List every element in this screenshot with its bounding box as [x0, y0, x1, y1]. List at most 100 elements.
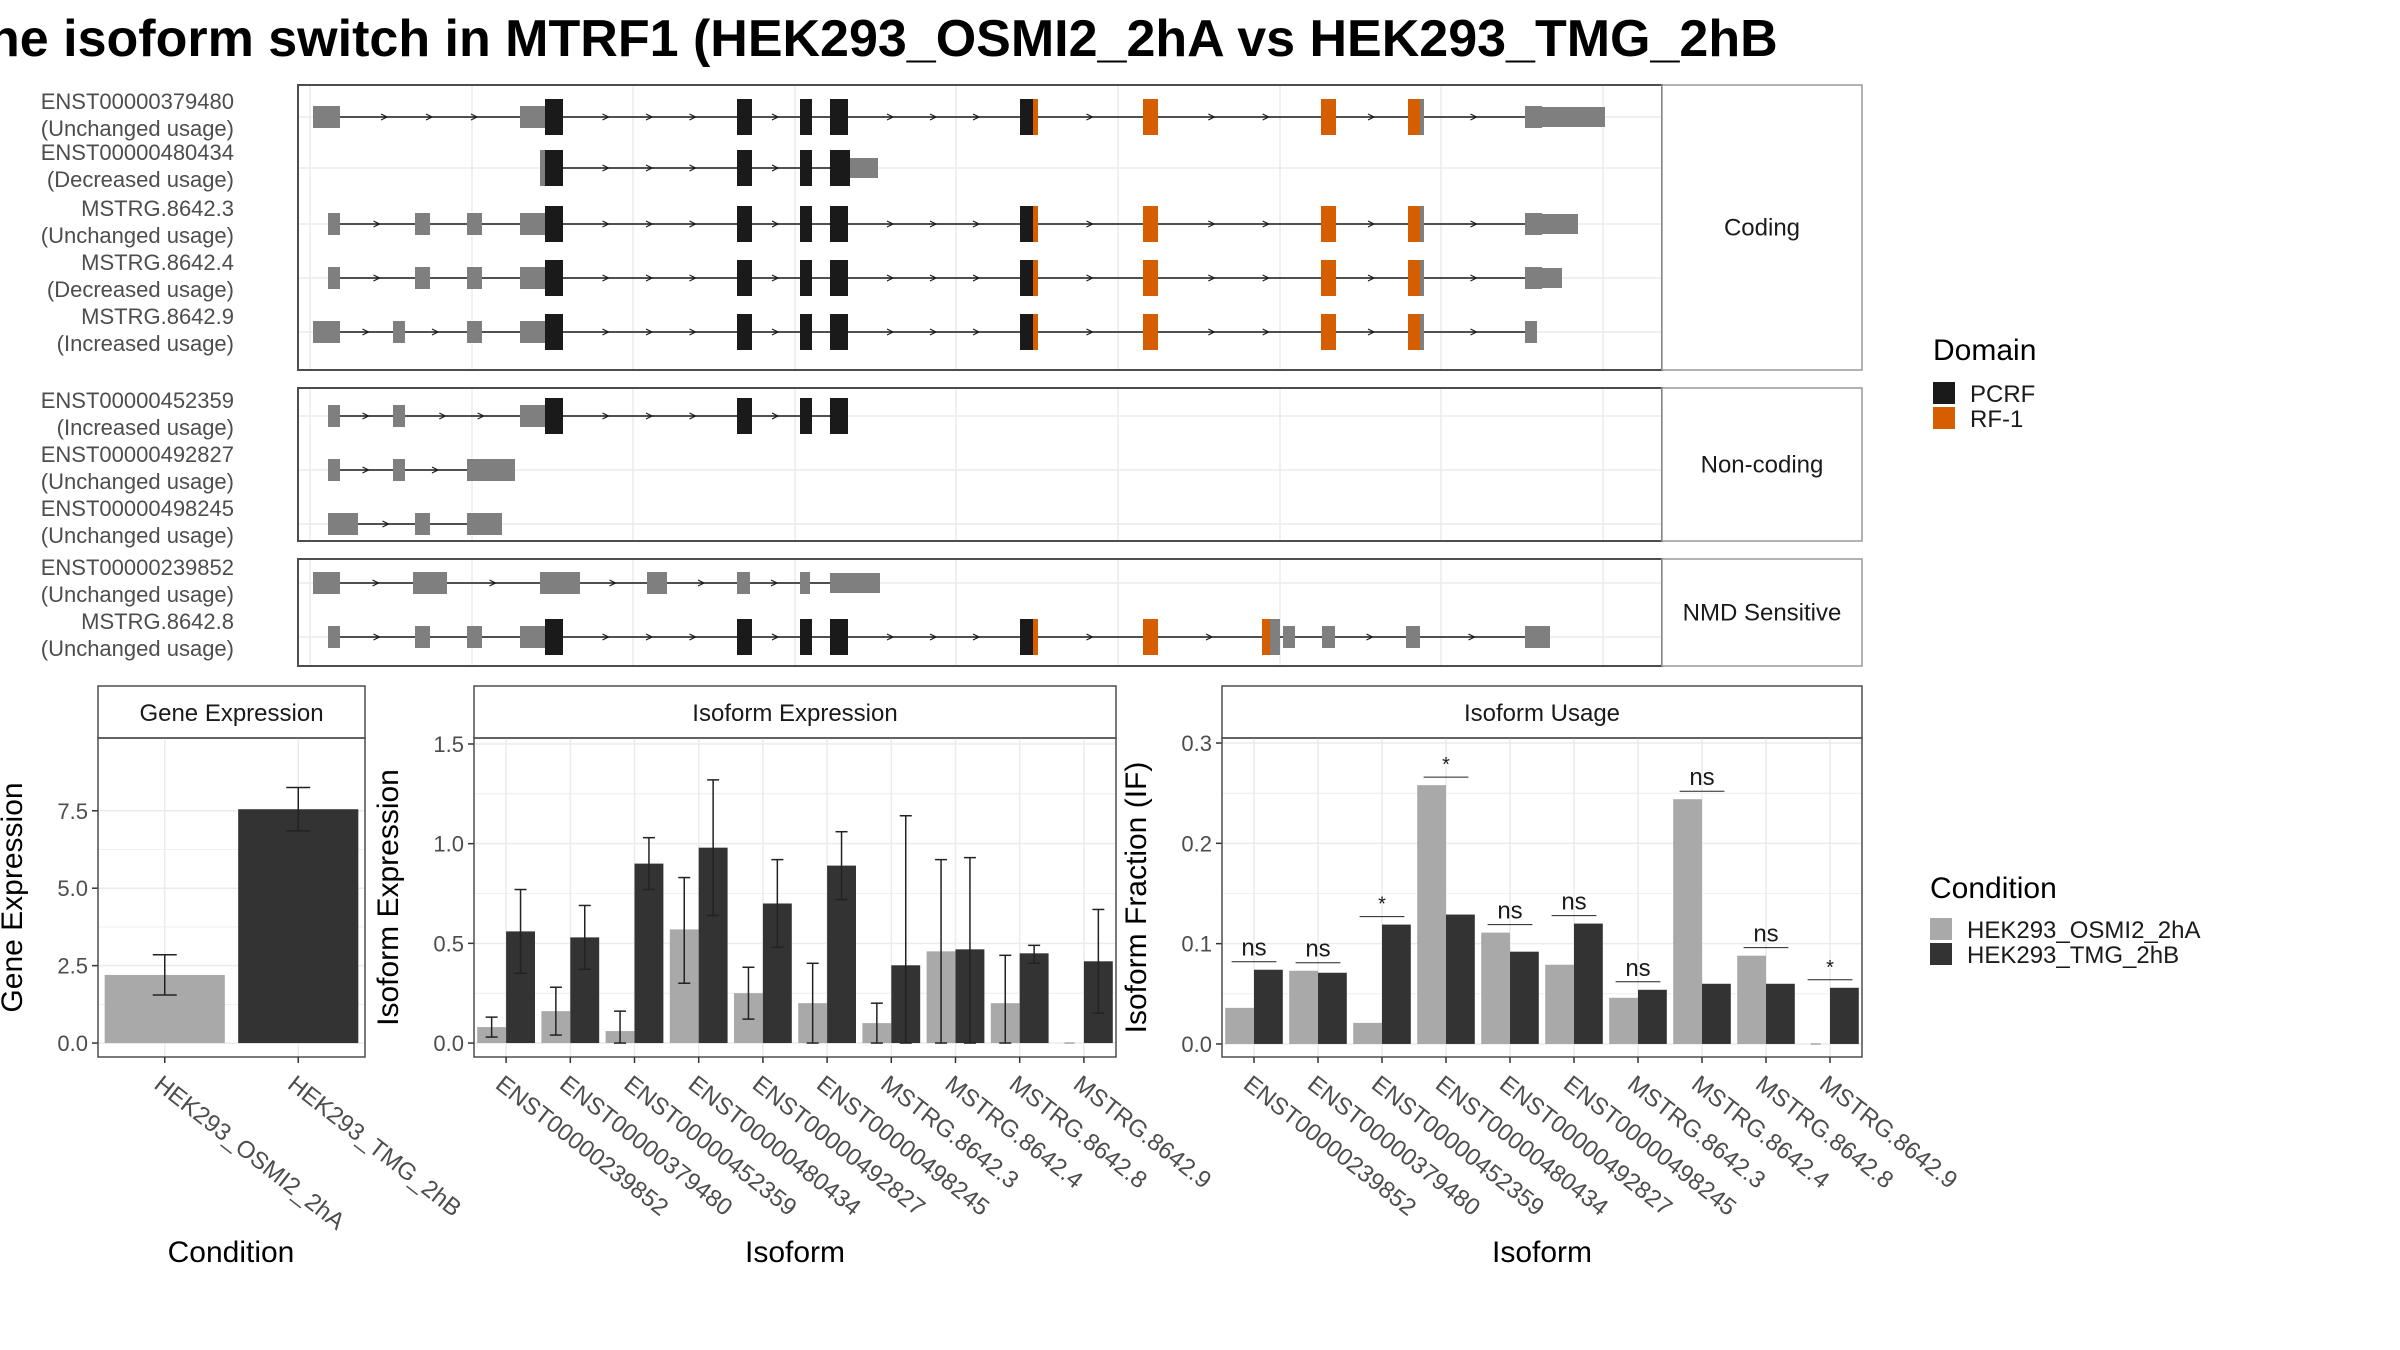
rf1-domain-exon: [1143, 206, 1158, 242]
significance-label: ns: [1689, 764, 1714, 791]
pcrf-domain-exon: [545, 206, 563, 242]
y-axis-label: Isoform Expression: [372, 769, 405, 1026]
transcript-usage-status: (Unchanged usage): [41, 469, 234, 494]
intron-direction-arrow: [886, 274, 895, 282]
pcrf-domain-exon: [545, 314, 563, 350]
intron-direction-arrow: [689, 220, 697, 228]
tmg-legend-label: HEK293_TMG_2hB: [1967, 942, 2179, 969]
exon: [1406, 626, 1420, 648]
x-axis-label: Isoform: [745, 1236, 845, 1269]
bar-HEK293_OSMI2_2hA-ENST00000239852: [1225, 1007, 1254, 1044]
intron-direction-arrow: [689, 164, 697, 172]
rf1-domain-exon: [1143, 314, 1158, 350]
rf1-domain-exon: [1262, 619, 1270, 655]
y-axis-label: Isoform Fraction (IF): [1120, 762, 1153, 1034]
rf1-legend-label: RF-1: [1970, 406, 2023, 433]
bar-HEK293_TMG_2hB-ENST00000452359: [1382, 924, 1411, 1044]
rf1-domain-exon: [1321, 260, 1336, 296]
rf1-domain-exon: [1408, 99, 1420, 135]
exon: [328, 267, 340, 289]
transcript-name: ENST00000379480: [41, 89, 234, 114]
y-tick-label: 0.0: [433, 1031, 464, 1056]
transcript-row: MSTRG.8642.4(Decreased usage): [47, 250, 1562, 302]
condition-legend: Condition HEK293_OSMI2_2hA HEK293_TMG_2h…: [1930, 872, 2200, 969]
transcript-usage-status: (Unchanged usage): [41, 636, 234, 661]
pcrf-domain-exon: [800, 206, 812, 242]
intron-direction-arrow: [771, 113, 780, 121]
pcrf-domain-exon: [1020, 314, 1033, 350]
transcript-row: ENST00000498245(Unchanged usage): [41, 496, 502, 548]
pcrf-domain-exon: [545, 619, 563, 655]
pcrf-domain-exon: [737, 619, 752, 655]
bar-HEK293_TMG_2hB-ENST00000452359: [634, 863, 664, 1044]
rf1-domain-exon: [1033, 206, 1038, 242]
panel-title: Isoform Usage: [1464, 700, 1620, 727]
rf1-domain-exon: [1143, 260, 1158, 296]
bar-HEK293_OSMI2_2hA-ENST00000492827: [1481, 932, 1510, 1044]
exon: [647, 572, 653, 594]
intron-direction-arrow: [602, 113, 610, 121]
intron-direction-arrow: [431, 328, 440, 336]
exon: [313, 572, 340, 594]
y-tick-label: 0.5: [433, 931, 464, 956]
intron-direction-arrow: [771, 274, 780, 282]
intron-direction-arrow: [697, 579, 706, 587]
panel-strip-label: Non-coding: [1701, 452, 1824, 479]
exon: [1525, 321, 1537, 343]
exon: [1420, 206, 1424, 242]
intron-direction-arrow: [771, 633, 780, 641]
panel-strip-label: NMD Sensitive: [1683, 600, 1842, 627]
bar-HEK293_OSMI2_2hA-MSTRG.8642.8: [1737, 955, 1766, 1044]
transcript-usage-status: (Decreased usage): [47, 167, 234, 192]
intron-direction-arrow: [489, 579, 497, 587]
transcript-name: ENST00000492827: [41, 442, 234, 467]
intron-direction-arrow: [1367, 328, 1376, 336]
exon: [540, 150, 545, 186]
significance-label: ns: [1497, 898, 1522, 925]
pcrf-domain-exon: [737, 206, 752, 242]
y-tick-label: 2.5: [57, 954, 88, 979]
rf1-domain-exon: [1321, 99, 1336, 135]
intron-direction-arrow: [477, 412, 486, 420]
intron-direction-arrow: [1367, 274, 1376, 282]
pcrf-domain-exon: [737, 314, 752, 350]
intron-direction-arrow: [1262, 113, 1271, 121]
bar-HEK293_OSMI2_2hA-ENST00000379480: [1289, 970, 1318, 1044]
exon: [328, 626, 340, 648]
transcript-structure-panels: Coding Non-coding NMD Sensitive ENST0000037…: [41, 84, 1863, 667]
pcrf-domain-exon: [830, 150, 850, 186]
intron-direction-arrow: [602, 412, 610, 420]
rf1-domain-exon: [1033, 619, 1038, 655]
pcrf-domain-exon: [830, 314, 848, 350]
utr-exon: [1542, 268, 1562, 288]
intron-direction-arrow: [1367, 220, 1376, 228]
panel-title-strip: [473, 685, 1117, 739]
significance-label: *: [1378, 894, 1386, 916]
intron-direction-arrow: [972, 220, 981, 228]
pcrf-domain-exon: [800, 619, 812, 655]
pcrf-domain-exon: [830, 99, 848, 135]
pcrf-domain-exon: [800, 150, 812, 186]
intron-direction-arrow: [602, 633, 610, 641]
intron-direction-arrow: [929, 633, 938, 641]
intron-direction-arrow: [1468, 633, 1476, 641]
bar-HEK293_TMG_2hB: [238, 809, 359, 1044]
panel-title: Gene Expression: [139, 700, 323, 727]
transcript-row: ENST00000379480(Unchanged usage): [41, 89, 1605, 141]
exon: [1420, 260, 1424, 296]
pcrf-legend-key: [1933, 382, 1955, 404]
pcrf-domain-exon: [800, 99, 812, 135]
bar-HEK293_TMG_2hB-MSTRG.8642.3: [1638, 989, 1667, 1044]
intron-direction-arrow: [771, 220, 780, 228]
intron-direction-arrow: [1470, 274, 1478, 282]
utr-exon: [1542, 214, 1578, 234]
rf1-domain-exon: [1033, 260, 1038, 296]
transcript-name: ENST00000239852: [41, 555, 234, 580]
panel-strip: [1661, 558, 1863, 667]
bar-HEK293_OSMI2_2hA-MSTRG.8642.3: [1609, 997, 1638, 1044]
y-tick-label: 0.3: [1181, 731, 1212, 756]
exon: [413, 572, 447, 594]
significance-label: ns: [1753, 921, 1778, 948]
exon: [393, 321, 405, 343]
